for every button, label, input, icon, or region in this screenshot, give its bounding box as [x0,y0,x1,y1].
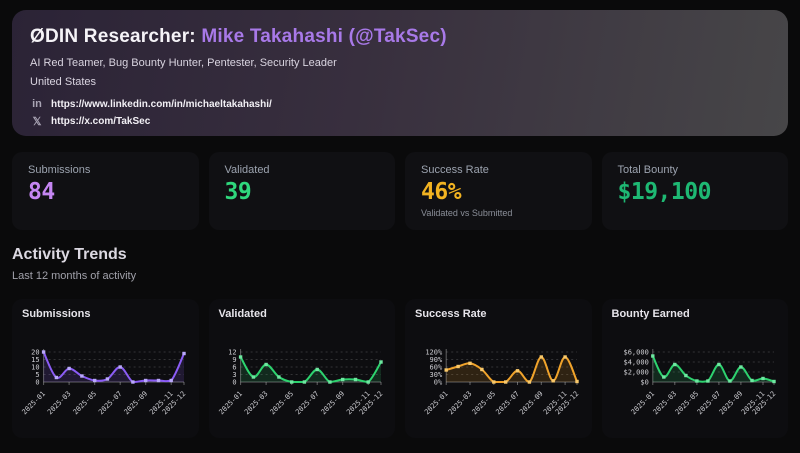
stat-card-submissions: Submissions 84 [12,152,199,230]
svg-text:60%: 60% [430,364,443,372]
svg-text:3: 3 [232,371,236,379]
stat-label: Submissions [28,164,91,176]
svg-text:2025-09: 2025-09 [123,390,150,417]
svg-text:2025-03: 2025-03 [447,390,474,417]
svg-text:5: 5 [35,371,39,379]
x-url: https://x.com/TakSec [51,116,151,127]
researcher-header-card: ØDIN Researcher: Mike Takahashi (@TakSec… [12,10,788,136]
stat-label: Validated [224,164,270,176]
stat-label: Total Bounty [617,164,679,176]
svg-text:120%: 120% [425,349,443,357]
svg-text:2025-09: 2025-09 [319,390,346,417]
svg-text:10: 10 [31,364,39,372]
stat-caption: Validated vs Submitted [421,208,513,218]
svg-text:2025-09: 2025-09 [518,390,545,417]
svg-text:2025-01: 2025-01 [20,390,47,417]
svg-text:6: 6 [232,364,236,372]
stat-value-success-rate: 46% [421,179,462,205]
chart-title: Bounty Earned [611,308,690,320]
stats-row: Submissions 84 Validated 39 Success Rate… [12,152,788,230]
svg-text:15: 15 [31,356,39,364]
chart-title: Validated [218,308,267,320]
stat-value-validated: 39 [224,179,252,205]
svg-text:2025-07: 2025-07 [294,390,321,417]
stat-card-success-rate: Success Rate 46% Validated vs Submitted [405,152,592,230]
bounty-earned-trend-chart: $0 $2,000 $4,000 $6,000 2025-01 2025-03 2025-0… [612,344,779,432]
svg-text:2025-05: 2025-05 [72,390,99,417]
linkedin-link[interactable]: in https://www.linkedin.com/in/michaelta… [30,98,770,110]
svg-text:20: 20 [31,349,39,357]
linkedin-url: https://www.linkedin.com/in/michaeltakah… [51,98,272,110]
x-link[interactable]: 𝕏 https://x.com/TakSec [30,115,770,128]
validated-trend-card: Validated 0 3 6 9 12 2025-01 2025-03 2025-05 202… [208,299,395,438]
svg-text:30%: 30% [430,371,443,379]
stat-value-total-bounty: $19,100 [617,179,712,205]
svg-text:0%: 0% [434,379,443,387]
svg-text:0: 0 [232,379,236,387]
success-rate-trend-card: Success Rate 0% 30% 60% 90% 120% 2025-01 2025-… [405,299,592,438]
svg-text:2025-07: 2025-07 [97,390,124,417]
activity-trends-section-header: Activity Trends Last 12 months of activi… [12,246,788,282]
stat-value-submissions: 84 [28,179,55,205]
svg-text:90%: 90% [430,356,443,364]
submissions-trend-chart: 0 5 10 15 20 2025-01 2025-03 2025-05 2025-07 2025… [20,344,189,432]
svg-text:2025-05: 2025-05 [268,390,295,417]
page-title-prefix: ØDIN Researcher: [30,26,196,47]
social-links: in https://www.linkedin.com/in/michaelta… [30,98,770,128]
stat-label: Success Rate [421,164,489,176]
svg-text:$6,000: $6,000 [623,349,648,357]
researcher-name: Mike Takahashi (@TakSec) [201,26,447,47]
success-rate-trend-chart: 0% 30% 60% 90% 120% 2025-01 2025-03 2025-05 2025… [415,344,582,432]
svg-text:0: 0 [35,379,39,387]
svg-text:$0: $0 [640,379,648,387]
trend-charts-row: Submissions 0 5 10 15 20 2025-01 2025-03 2025-0… [12,299,788,438]
svg-text:2025-07: 2025-07 [494,390,521,417]
section-title: Activity Trends [12,246,127,263]
bounty-earned-trend-card: Bounty Earned $0 $2,000 $4,000 $6,000 2025-0… [601,299,788,438]
svg-text:$2,000: $2,000 [623,369,648,377]
svg-text:12: 12 [228,349,236,357]
linkedin-icon: in [32,98,42,110]
svg-text:2025-01: 2025-01 [217,390,244,417]
svg-text:2025-05: 2025-05 [471,390,498,417]
svg-text:2025-03: 2025-03 [46,390,73,417]
validated-trend-chart: 0 3 6 9 12 2025-01 2025-03 2025-05 2025-07 2025-0… [217,344,386,432]
svg-text:9: 9 [232,356,236,364]
submissions-trend-card: Submissions 0 5 10 15 20 2025-01 2025-03 2025-0… [12,299,199,438]
svg-text:2025-01: 2025-01 [423,390,450,417]
svg-text:$4,000: $4,000 [623,359,648,367]
chart-title: Submissions [22,308,91,320]
x-icon: 𝕏 [32,116,42,128]
researcher-location: United States [30,76,97,88]
stat-card-validated: Validated 39 [208,152,395,230]
researcher-bio: AI Red Teamer, Bug Bounty Hunter, Pentes… [30,57,337,69]
stat-card-total-bounty: Total Bounty $19,100 [601,152,788,230]
svg-text:2025-03: 2025-03 [242,390,269,417]
chart-title: Success Rate [415,308,487,320]
page-title: ØDIN Researcher: Mike Takahashi (@TakSec… [30,26,770,48]
section-subtitle: Last 12 months of activity [12,270,137,282]
